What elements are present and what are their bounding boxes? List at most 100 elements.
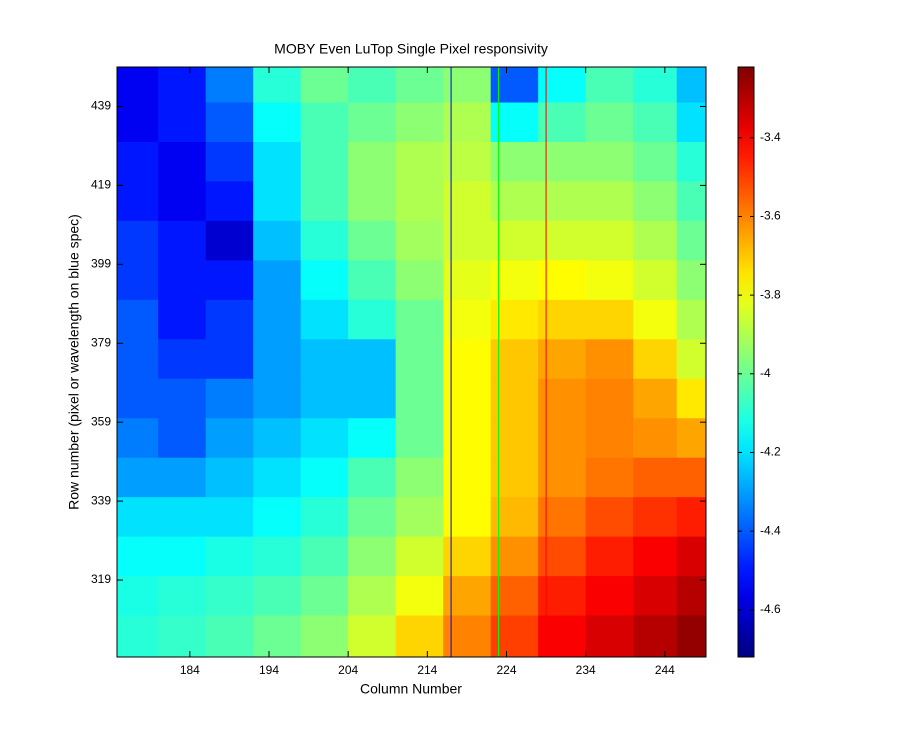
heatmap-cell <box>676 536 706 577</box>
heatmap-cell <box>395 181 444 222</box>
heatmap-cell <box>443 299 492 340</box>
heatmap-cell <box>253 576 302 617</box>
heatmap-cell <box>633 615 678 657</box>
heatmap-cell <box>253 615 302 657</box>
heatmap-cell <box>490 497 539 538</box>
x-tick-label: 214 <box>417 663 437 677</box>
heatmap-cell <box>395 615 444 657</box>
heatmap-cell <box>300 220 349 261</box>
heatmap-cell <box>348 536 397 577</box>
colorbar-tick-label: -4 <box>760 366 771 380</box>
heatmap-cell <box>676 220 706 261</box>
heatmap-cell <box>158 576 207 617</box>
heatmap-cell <box>585 457 634 498</box>
heatmap-cell <box>490 457 539 498</box>
heatmap-cell <box>117 339 159 380</box>
heatmap-cell <box>300 181 349 222</box>
heatmap-cell <box>117 615 159 657</box>
heatmap-cell <box>348 378 397 419</box>
heatmap-cell <box>348 141 397 182</box>
heatmap-cell <box>300 497 349 538</box>
heatmap-cell <box>443 141 492 182</box>
heatmap-cell <box>443 378 492 419</box>
heatmap-cell <box>253 299 302 340</box>
x-tick-label: 204 <box>338 663 358 677</box>
heatmap-cell <box>300 67 349 104</box>
heatmap-cell <box>205 536 254 577</box>
heatmap-cell <box>205 339 254 380</box>
x-tick-label: 224 <box>496 663 516 677</box>
heatmap-cell <box>348 299 397 340</box>
heatmap-cell <box>300 457 349 498</box>
heatmap-cell <box>633 67 678 104</box>
heatmap-cell <box>300 141 349 182</box>
heatmap-cell <box>443 615 492 657</box>
heatmap-cell <box>585 102 634 143</box>
heatmap-cell <box>158 418 207 459</box>
heatmap-cell <box>633 378 678 419</box>
heatmap-cell <box>300 299 349 340</box>
heatmap-cell <box>585 418 634 459</box>
heatmap-cell <box>158 181 207 222</box>
heatmap-cell <box>158 339 207 380</box>
heatmap <box>117 67 706 657</box>
y-tick-label: 439 <box>91 99 111 113</box>
heatmap-cell <box>585 497 634 538</box>
heatmap-cell <box>117 418 159 459</box>
heatmap-cell <box>676 67 706 104</box>
heatmap-cell <box>538 67 587 104</box>
heatmap-cell <box>633 181 678 222</box>
heatmap-cell <box>158 141 207 182</box>
heatmap-cell <box>538 497 587 538</box>
y-tick-label: 359 <box>91 414 111 428</box>
heatmap-cell <box>300 576 349 617</box>
heatmap-cell <box>585 576 634 617</box>
heatmap-cell <box>205 67 254 104</box>
heatmap-cell <box>253 418 302 459</box>
heatmap-cell <box>395 536 444 577</box>
heatmap-cell <box>633 299 678 340</box>
heatmap-cell <box>395 378 444 419</box>
heatmap-cell <box>158 299 207 340</box>
heatmap-cell <box>395 260 444 301</box>
heatmap-cell <box>585 339 634 380</box>
heatmap-cell <box>117 220 159 261</box>
heatmap-cell <box>117 536 159 577</box>
heatmap-cell <box>348 497 397 538</box>
heatmap-cell <box>158 260 207 301</box>
y-axis-title: Row number (pixel or wavelength on blue … <box>66 214 82 510</box>
colorbar-tick-label: -4.2 <box>760 445 781 459</box>
heatmap-cell <box>117 576 159 617</box>
heatmap-cell <box>117 378 159 419</box>
heatmap-cell <box>158 378 207 419</box>
heatmap-cell <box>158 220 207 261</box>
heatmap-cell <box>117 299 159 340</box>
heatmap-cell <box>585 615 634 657</box>
heatmap-cell <box>395 418 444 459</box>
heatmap-cell <box>253 67 302 104</box>
heatmap-cell <box>205 615 254 657</box>
heatmap-cell <box>205 457 254 498</box>
heatmap-cell <box>490 576 539 617</box>
heatmap-cell <box>585 299 634 340</box>
heatmap-cell <box>348 576 397 617</box>
heatmap-cell <box>205 102 254 143</box>
heatmap-cell <box>253 536 302 577</box>
heatmap-cell <box>538 102 587 143</box>
heatmap-cell <box>117 67 159 104</box>
heatmap-cell <box>253 102 302 143</box>
heatmap-cell <box>117 497 159 538</box>
heatmap-cell <box>348 339 397 380</box>
heatmap-cell <box>676 378 706 419</box>
heatmap-cell <box>443 67 492 104</box>
heatmap-cell <box>443 339 492 380</box>
heatmap-cell <box>158 536 207 577</box>
heatmap-cell <box>490 418 539 459</box>
heatmap-cell <box>676 299 706 340</box>
heatmap-cell <box>253 181 302 222</box>
heatmap-cell <box>538 339 587 380</box>
heatmap-cell <box>158 67 207 104</box>
heatmap-cell <box>300 615 349 657</box>
heatmap-cell <box>676 418 706 459</box>
